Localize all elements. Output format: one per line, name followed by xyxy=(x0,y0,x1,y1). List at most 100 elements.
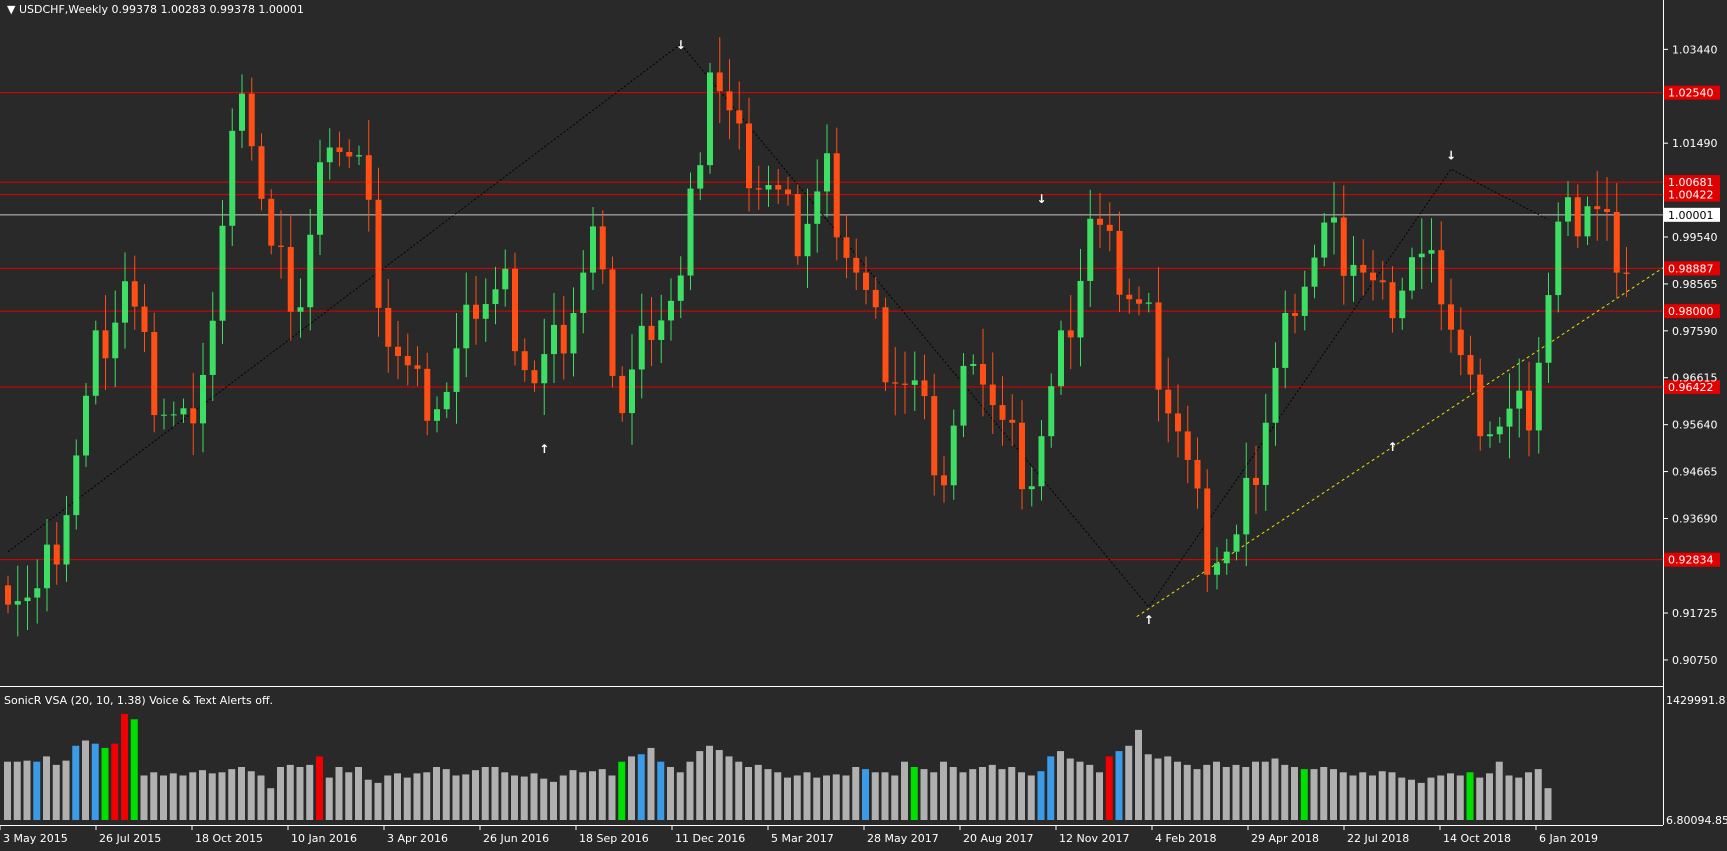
volume-bar xyxy=(1232,764,1240,820)
bull-candle-body xyxy=(551,324,557,355)
volume-bar xyxy=(1398,777,1406,820)
volume-bar xyxy=(1008,767,1016,820)
bull-candle-body xyxy=(1545,295,1552,363)
volume-bar xyxy=(355,767,362,820)
volume-scale-top: 1429991.8 xyxy=(1666,694,1726,707)
price-tick-label: 1.01490 xyxy=(1672,137,1718,150)
bear-candle-body xyxy=(921,380,928,397)
price-tick-label: 0.93690 xyxy=(1672,512,1718,525)
bear-candle-body xyxy=(346,151,353,157)
volume-bars xyxy=(4,714,1552,820)
bull-candle-body xyxy=(453,348,460,392)
bear-candle-body xyxy=(775,185,782,190)
bear-candle-body xyxy=(1467,355,1474,375)
bear-candle-body xyxy=(1438,250,1445,305)
volume-bar xyxy=(1261,761,1269,820)
bull-candle-body xyxy=(911,380,918,385)
bull-candle-body xyxy=(317,162,323,235)
bull-candle-body xyxy=(434,409,440,421)
volume-bar xyxy=(1476,777,1484,820)
volume-bar xyxy=(764,769,772,820)
volume-bar xyxy=(813,777,821,820)
level-label-bg xyxy=(1664,187,1720,202)
volume-bar xyxy=(472,770,479,820)
volume-bar xyxy=(559,775,567,820)
volume-bar-blue xyxy=(33,761,41,820)
volume-bar xyxy=(774,772,782,820)
bear-candle-body xyxy=(1165,389,1172,414)
level-label: 1.02540 xyxy=(1668,87,1714,100)
volume-bar xyxy=(335,767,343,820)
bear-candle-body xyxy=(1253,477,1259,485)
bear-candle-body xyxy=(141,306,148,332)
bull-candle-body xyxy=(707,72,713,166)
bear-candle-body xyxy=(560,324,567,354)
level-label-bg xyxy=(1664,380,1720,395)
bear-candle-body xyxy=(1106,224,1113,231)
volume-bar xyxy=(667,767,674,820)
volume-bar xyxy=(579,772,587,820)
bear-candle-body xyxy=(1594,206,1601,210)
bear-candle-body xyxy=(1604,209,1610,212)
volume-bar xyxy=(1339,772,1347,820)
price-tick-label: 1.03440 xyxy=(1672,43,1718,56)
volume-bar xyxy=(979,767,986,820)
time-tick-label: 3 May 2015 xyxy=(3,832,68,845)
candles[interactable] xyxy=(5,37,1630,637)
volume-bar xyxy=(628,756,635,820)
level-label-bg xyxy=(1664,304,1720,319)
volume-bar xyxy=(1349,775,1357,820)
volume-bar xyxy=(199,770,206,820)
volume-bar xyxy=(920,769,928,820)
volume-bar xyxy=(1534,769,1542,820)
volume-bar xyxy=(706,745,713,820)
volume-bar xyxy=(1544,788,1552,820)
bull-candle-body xyxy=(209,320,216,375)
bull-candle-body xyxy=(161,414,167,416)
volume-bar xyxy=(394,773,401,820)
bull-candle-body xyxy=(307,234,314,308)
volume-bar xyxy=(550,781,557,820)
bear-candle-body xyxy=(902,383,908,385)
volume-bar xyxy=(140,775,148,820)
volume-bar xyxy=(1125,745,1133,820)
volume-bar xyxy=(481,767,489,820)
bear-candle-body xyxy=(1370,272,1376,281)
bear-candle-body xyxy=(131,281,138,307)
time-tick-label: 22 Jul 2018 xyxy=(1347,832,1409,845)
volume-bar xyxy=(793,775,801,820)
volume-scale-bottom: 6.80094.85 xyxy=(1666,814,1727,827)
volume-bar-blue xyxy=(637,754,645,820)
bull-candle-body xyxy=(1350,264,1357,276)
bear-candle-body xyxy=(794,194,801,257)
bull-candle-body xyxy=(1262,422,1269,485)
time-tick-label: 18 Oct 2015 xyxy=(195,832,263,845)
bear-candle-body xyxy=(1477,374,1484,437)
volume-bar xyxy=(1164,756,1172,820)
volume-bar-red xyxy=(316,756,323,820)
bear-candle-body xyxy=(785,189,791,195)
menu-triangle-icon[interactable]: ▼ xyxy=(7,3,16,16)
bull-candle-body xyxy=(1584,206,1591,237)
bear-candle-body xyxy=(1360,264,1367,273)
bull-candle-body xyxy=(73,455,80,516)
time-tick-label: 5 Mar 2017 xyxy=(771,832,834,845)
volume-bar xyxy=(1144,754,1152,820)
volume-bar xyxy=(647,747,655,820)
volume-bar xyxy=(1096,772,1103,820)
volume-bar xyxy=(520,776,528,820)
level-label: 0.98887 xyxy=(1668,262,1714,275)
bull-candle-body xyxy=(502,268,509,290)
volume-bar xyxy=(871,772,879,820)
bull-candle-body xyxy=(326,147,333,163)
bull-candle-body xyxy=(1087,218,1094,281)
volume-bar xyxy=(345,772,353,820)
time-tick-label: 28 May 2017 xyxy=(867,832,939,845)
time-tick-label: 26 Jul 2015 xyxy=(99,832,161,845)
bear-candle-body xyxy=(531,370,538,384)
volume-bar xyxy=(1242,767,1250,820)
bear-candle-body xyxy=(365,155,372,200)
volume-bar xyxy=(696,751,704,820)
